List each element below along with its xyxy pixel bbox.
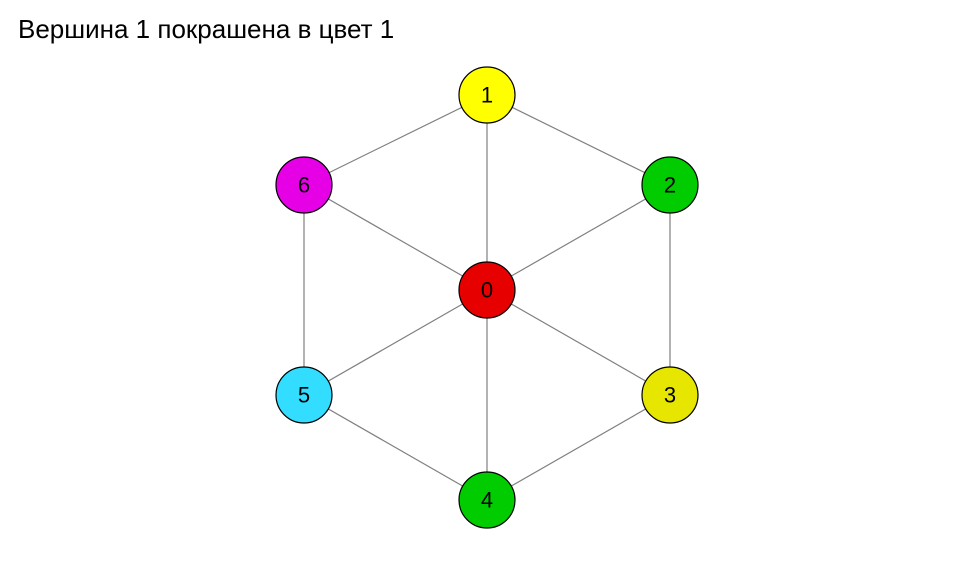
node-label-2: 2 (664, 173, 676, 198)
node-3: 3 (642, 367, 698, 423)
graph-container: 0 1 2 3 4 5 6 (0, 0, 974, 580)
node-1: 1 (459, 67, 515, 123)
node-5: 5 (276, 367, 332, 423)
edge-1-2 (487, 95, 670, 185)
graph-svg: 0 1 2 3 4 5 6 (0, 0, 974, 580)
node-4: 4 (459, 472, 515, 528)
edge-0-6 (304, 185, 487, 290)
node-label-5: 5 (298, 383, 310, 408)
node-6: 6 (276, 157, 332, 213)
edge-3-4 (487, 395, 670, 500)
node-label-6: 6 (298, 173, 310, 198)
edge-0-2 (487, 185, 670, 290)
edge-4-5 (304, 395, 487, 500)
edge-6-1 (304, 95, 487, 185)
node-label-0: 0 (481, 278, 493, 303)
node-label-1: 1 (481, 83, 493, 108)
node-label-4: 4 (481, 488, 493, 513)
edge-0-5 (304, 290, 487, 395)
node-0: 0 (459, 262, 515, 318)
node-label-3: 3 (664, 383, 676, 408)
node-2: 2 (642, 157, 698, 213)
edge-0-3 (487, 290, 670, 395)
